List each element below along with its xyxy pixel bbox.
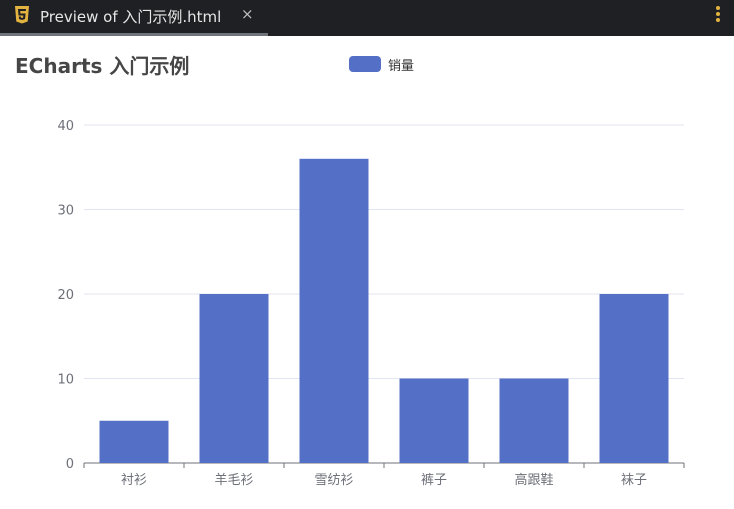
x-tick-label: 高跟鞋 bbox=[514, 472, 553, 488]
y-tick-label: 20 bbox=[57, 288, 74, 303]
bar-1[interactable] bbox=[199, 294, 269, 463]
bar-chart: 0 10 20 30 40 衬衫 羊毛衫 雪纺衫 裤子 高跟鞋 袜子 bbox=[57, 119, 685, 488]
x-tick-label: 雪纺衫 bbox=[314, 473, 353, 488]
legend-swatch bbox=[349, 56, 381, 72]
editor-tab-bar: Preview of 入门示例.html × bbox=[0, 0, 734, 36]
legend-label: 销量 bbox=[388, 59, 415, 74]
y-tick-label: 30 bbox=[57, 204, 74, 219]
close-icon[interactable]: × bbox=[241, 5, 254, 23]
x-tick-label: 羊毛衫 bbox=[214, 472, 253, 488]
bar-2[interactable] bbox=[299, 158, 369, 464]
bar-5[interactable] bbox=[599, 294, 669, 463]
more-vertical-icon[interactable] bbox=[714, 6, 722, 26]
preview-tab[interactable]: Preview of 入门示例.html × bbox=[0, 0, 268, 36]
x-tick-label: 袜子 bbox=[621, 473, 647, 488]
bar-4[interactable] bbox=[499, 378, 569, 464]
chart-title: ECharts 入门示例 bbox=[15, 54, 190, 78]
y-tick-label: 0 bbox=[66, 457, 74, 472]
y-tick-label: 10 bbox=[57, 373, 74, 388]
tab-title: Preview of 入门示例.html bbox=[40, 8, 222, 26]
x-tick-label: 衬衫 bbox=[121, 473, 147, 488]
y-tick-label: 40 bbox=[57, 119, 74, 134]
x-tick-label: 裤子 bbox=[421, 473, 447, 488]
bar-3[interactable] bbox=[399, 378, 469, 464]
html5-icon bbox=[15, 6, 29, 24]
bar-0[interactable] bbox=[99, 420, 169, 463]
